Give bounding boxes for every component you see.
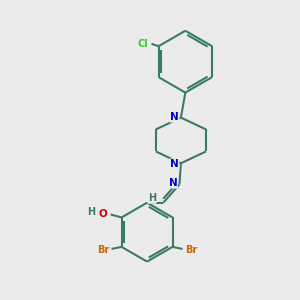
Text: N: N (170, 112, 179, 122)
Text: H: H (87, 207, 95, 217)
Text: Cl: Cl (138, 39, 148, 49)
Text: H: H (148, 193, 156, 203)
Text: N: N (170, 159, 179, 169)
Text: N: N (169, 178, 177, 188)
Text: Br: Br (185, 245, 197, 255)
Text: O: O (99, 209, 108, 220)
Text: Br: Br (97, 245, 110, 255)
